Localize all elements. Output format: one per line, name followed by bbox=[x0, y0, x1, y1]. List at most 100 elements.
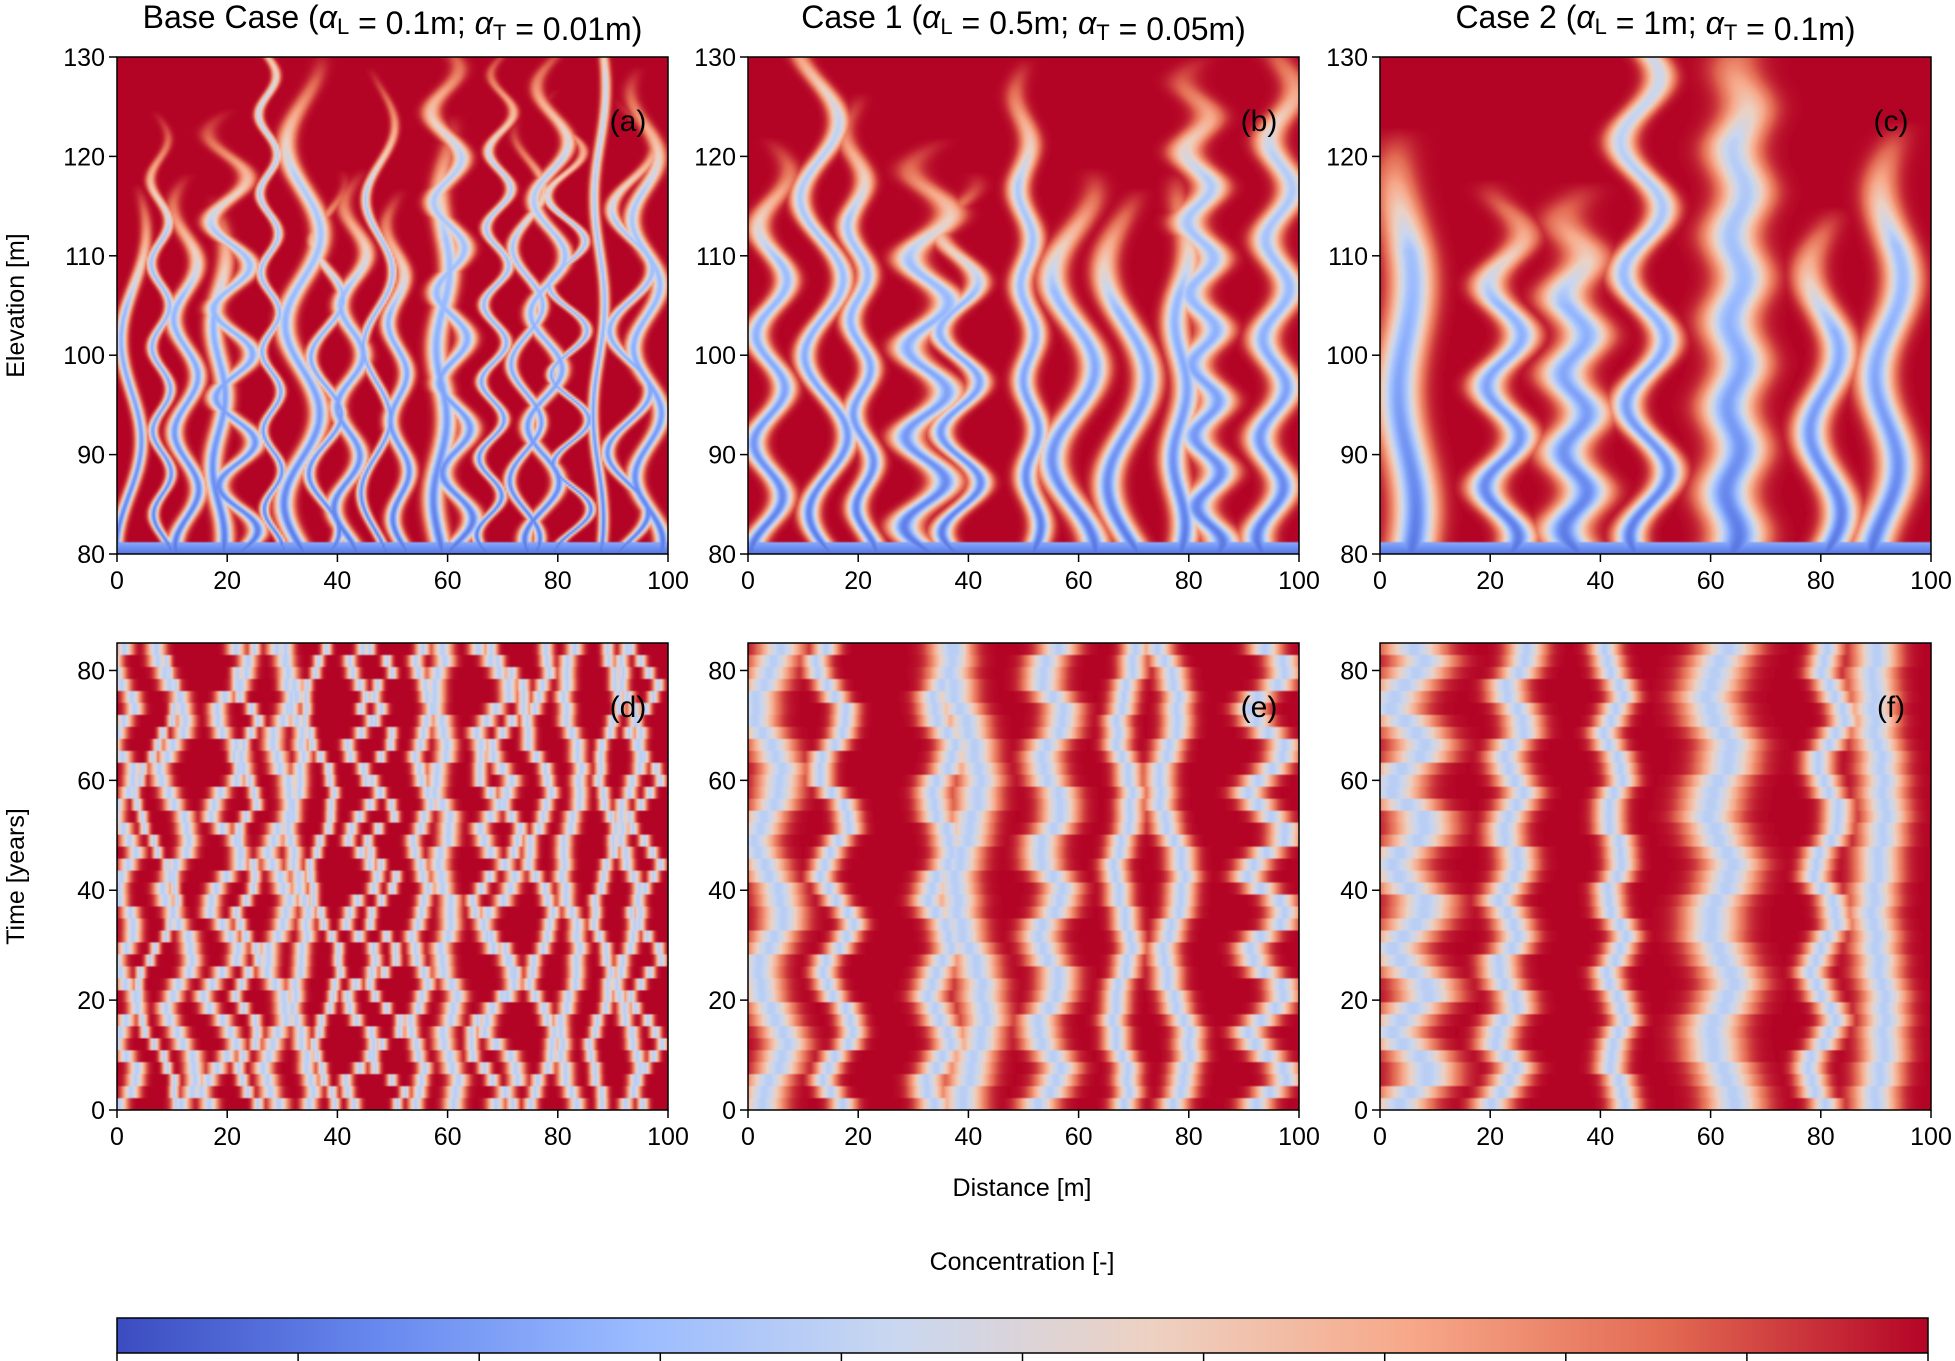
panel-frame bbox=[747, 642, 1300, 1111]
x-tick-label: 60 bbox=[1697, 567, 1725, 595]
y-axis-label: Elevation [m] bbox=[2, 233, 30, 378]
colorbar-gradient bbox=[116, 1317, 1929, 1354]
y-tick-label: 0 bbox=[91, 1097, 105, 1125]
panel-letter: (e) bbox=[1241, 691, 1278, 724]
y-tick-label: 110 bbox=[696, 243, 736, 271]
x-tick-label: 60 bbox=[434, 1123, 462, 1151]
y-tick-label: 80 bbox=[1340, 541, 1368, 569]
x-tick-label: 100 bbox=[1278, 1123, 1320, 1151]
x-tick-label: 40 bbox=[323, 567, 351, 595]
heatmap-field bbox=[1380, 57, 1931, 554]
panel-letter: (a) bbox=[610, 105, 647, 138]
x-tick-label: 60 bbox=[1065, 1123, 1093, 1151]
panel-f: 0 20 40 60 80 100 0 20 40 60 80 (f) bbox=[1340, 642, 1952, 1151]
shared-x-axis-label: Distance [m] bbox=[953, 1174, 1092, 1202]
x-tick-label: 100 bbox=[1910, 1123, 1952, 1151]
panel-title: Case 2 (αL = 1m; αT = 0.1m) bbox=[1455, 0, 1855, 47]
x-tick-label: 80 bbox=[1175, 1123, 1203, 1151]
x-tick-label: 0 bbox=[110, 567, 124, 595]
panel-b: 0 20 40 60 80 100 80 90 100 110 120 130 (b) Case 1 (α… bbox=[694, 0, 1320, 595]
x-tick-label: 80 bbox=[1807, 567, 1835, 595]
y-axis-label: Time [years] bbox=[2, 808, 30, 945]
y-tick-label: 90 bbox=[708, 442, 736, 470]
x-tick-label: 20 bbox=[213, 567, 241, 595]
x-tick-label: 20 bbox=[1476, 567, 1504, 595]
x-tick-label: 40 bbox=[954, 1123, 982, 1151]
x-tick-label: 40 bbox=[323, 1123, 351, 1151]
panel-letter: (d) bbox=[610, 691, 647, 724]
x-tick-label: 0 bbox=[741, 1123, 755, 1151]
colorbar-label: Concentration [-] bbox=[930, 1248, 1115, 1276]
y-tick-label: 20 bbox=[708, 987, 736, 1015]
panel-frame bbox=[1379, 642, 1932, 1111]
panel-a: 0 20 40 60 80 100 80 90 100 110 120 130 (a) Base Case… bbox=[63, 0, 689, 595]
y-tick-label: 100 bbox=[63, 342, 105, 370]
y-tick-label: 110 bbox=[65, 243, 105, 271]
x-tick-label: 0 bbox=[1373, 1123, 1387, 1151]
y-tick-label: 60 bbox=[77, 767, 105, 795]
panel-frame bbox=[116, 56, 669, 555]
y-tick-label: 80 bbox=[77, 657, 105, 685]
heatmap-field bbox=[117, 57, 668, 554]
y-tick-label: 100 bbox=[1326, 342, 1368, 370]
x-tick-label: 100 bbox=[647, 1123, 689, 1151]
y-tick-label: 80 bbox=[708, 541, 736, 569]
x-tick-label: 60 bbox=[434, 567, 462, 595]
x-tick-label: 0 bbox=[110, 1123, 124, 1151]
x-tick-label: 80 bbox=[1175, 567, 1203, 595]
panel-letter: (b) bbox=[1241, 105, 1278, 138]
heatmap-field bbox=[748, 57, 1299, 554]
panel-frame bbox=[1379, 56, 1932, 555]
y-tick-label: 120 bbox=[694, 143, 736, 171]
y-tick-label: 110 bbox=[1328, 243, 1368, 271]
y-tick-label: 120 bbox=[63, 143, 105, 171]
x-tick-label: 40 bbox=[1586, 567, 1614, 595]
y-tick-label: 130 bbox=[1326, 44, 1368, 72]
x-tick-label: 80 bbox=[1807, 1123, 1835, 1151]
y-tick-label: 80 bbox=[77, 541, 105, 569]
x-tick-label: 100 bbox=[1278, 567, 1320, 595]
x-tick-label: 20 bbox=[844, 1123, 872, 1151]
y-tick-label: 120 bbox=[1326, 143, 1368, 171]
x-tick-label: 0 bbox=[1373, 567, 1387, 595]
x-tick-label: 100 bbox=[1910, 567, 1952, 595]
y-tick-label: 130 bbox=[694, 44, 736, 72]
x-tick-label: 20 bbox=[844, 567, 872, 595]
y-tick-label: 80 bbox=[708, 657, 736, 685]
x-tick-label: 20 bbox=[1476, 1123, 1504, 1151]
heatmap-field bbox=[117, 643, 668, 1110]
panel-c: 0 20 40 60 80 100 80 90 100 110 120 130 (c) Case 2 (α… bbox=[1326, 0, 1952, 595]
y-tick-label: 40 bbox=[77, 877, 105, 905]
y-tick-label: 0 bbox=[722, 1097, 736, 1125]
heatmap-field bbox=[1380, 643, 1931, 1110]
y-tick-label: 80 bbox=[1340, 657, 1368, 685]
y-tick-label: 90 bbox=[1340, 442, 1368, 470]
y-tick-label: 60 bbox=[1340, 767, 1368, 795]
x-tick-label: 40 bbox=[954, 567, 982, 595]
y-tick-label: 0 bbox=[1354, 1097, 1368, 1125]
x-tick-label: 80 bbox=[544, 1123, 572, 1151]
panel-letter: (f) bbox=[1877, 691, 1905, 724]
y-tick-label: 40 bbox=[1340, 877, 1368, 905]
panel-frame bbox=[747, 56, 1300, 555]
y-tick-label: 100 bbox=[694, 342, 736, 370]
y-tick-label: 60 bbox=[708, 767, 736, 795]
colorbar: Concentration [-] 0.00.10.20.30.40.50.60… bbox=[116, 1248, 1929, 1361]
x-tick-label: 100 bbox=[647, 567, 689, 595]
x-tick-label: 60 bbox=[1065, 567, 1093, 595]
x-tick-label: 40 bbox=[1586, 1123, 1614, 1151]
y-tick-label: 130 bbox=[63, 44, 105, 72]
panel-title: Case 1 (αL = 0.5m; αT = 0.05m) bbox=[801, 0, 1246, 47]
y-tick-label: 20 bbox=[77, 987, 105, 1015]
panel-letter: (c) bbox=[1874, 105, 1909, 138]
panel-frame bbox=[116, 642, 669, 1111]
x-tick-label: 20 bbox=[213, 1123, 241, 1151]
x-tick-label: 0 bbox=[741, 567, 755, 595]
y-tick-label: 40 bbox=[708, 877, 736, 905]
panel-title: Base Case (αL = 0.1m; αT = 0.01m) bbox=[143, 0, 643, 47]
y-tick-label: 20 bbox=[1340, 987, 1368, 1015]
y-tick-label: 90 bbox=[77, 442, 105, 470]
heatmap-field bbox=[748, 643, 1299, 1110]
panel-e: 0 20 40 60 80 100 0 20 40 60 80 (e) bbox=[708, 642, 1320, 1151]
